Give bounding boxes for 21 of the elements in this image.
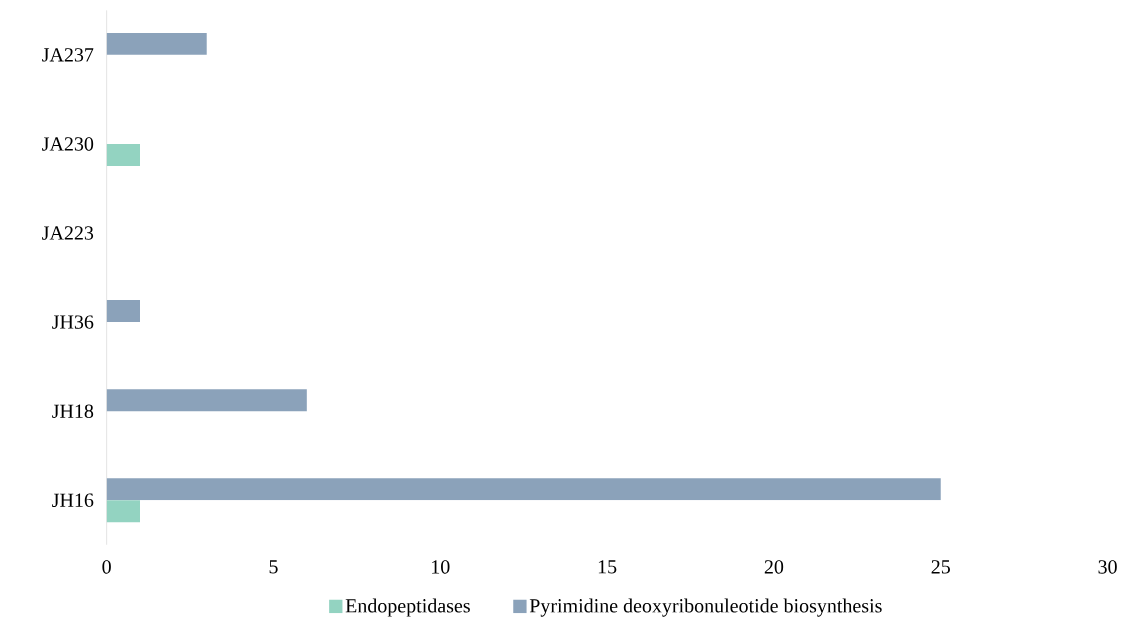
- x-tick-label: 30: [1098, 560, 1117, 574]
- y-tick-label: JH16: [52, 493, 94, 508]
- bar: [106, 500, 140, 523]
- bar: [106, 144, 140, 167]
- x-tick-label: 25: [931, 560, 950, 574]
- bar: [106, 33, 207, 55]
- y-tick-label: JH18: [52, 404, 94, 419]
- x-tick-label: 5: [269, 560, 278, 574]
- y-tick-label: JA230: [42, 137, 94, 151]
- x-tick-label: 0: [102, 560, 111, 574]
- legend-label: Endopeptidases: [345, 598, 470, 617]
- legend-label: Pyrimidine deoxyribonuleotide biosynthesis: [529, 598, 882, 617]
- y-tick-label: JH36: [52, 315, 94, 329]
- y-tick-label: JA223: [42, 226, 94, 240]
- bar: [106, 478, 941, 501]
- bar: [106, 300, 140, 323]
- y-tick-label: JA237: [42, 48, 94, 62]
- x-tick-label: 15: [598, 560, 617, 574]
- x-tick-label: 20: [764, 560, 784, 574]
- x-tick-label: 10: [432, 560, 450, 574]
- bar: [106, 389, 307, 412]
